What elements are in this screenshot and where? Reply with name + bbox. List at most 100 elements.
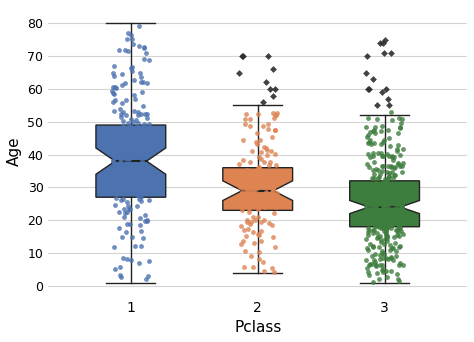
- Point: [387, 199, 394, 205]
- Point: [259, 123, 267, 129]
- Point: [396, 223, 403, 228]
- Point: [119, 197, 127, 202]
- Point: [243, 171, 251, 176]
- Point: [123, 221, 131, 227]
- Point: [383, 228, 390, 233]
- Point: [129, 41, 137, 46]
- Point: [257, 193, 265, 198]
- Point: [369, 205, 376, 211]
- Polygon shape: [350, 207, 419, 227]
- Point: [253, 186, 260, 192]
- Point: [239, 203, 247, 208]
- Point: [257, 149, 265, 155]
- Point: [128, 64, 136, 69]
- Point: [117, 274, 125, 280]
- Point: [272, 152, 279, 157]
- Point: [377, 128, 385, 133]
- Point: [255, 231, 262, 237]
- Point: [241, 174, 249, 180]
- Point: [111, 97, 118, 103]
- Point: [249, 229, 256, 235]
- Point: [241, 121, 248, 127]
- Point: [398, 116, 406, 122]
- Point: [392, 196, 399, 201]
- Point: [236, 168, 243, 174]
- Point: [116, 173, 124, 178]
- Point: [273, 110, 281, 116]
- Point: [110, 186, 118, 192]
- Point: [374, 197, 382, 202]
- Point: [238, 208, 246, 213]
- Point: [140, 57, 148, 62]
- Point: [111, 179, 119, 185]
- Point: [396, 226, 404, 231]
- Point: [269, 67, 276, 72]
- Point: [139, 124, 147, 129]
- Point: [122, 97, 130, 103]
- Point: [369, 175, 376, 181]
- Point: [129, 146, 137, 151]
- Point: [139, 129, 146, 134]
- Point: [143, 168, 151, 173]
- Point: [261, 159, 268, 165]
- Point: [236, 195, 243, 201]
- Point: [379, 203, 387, 209]
- Point: [245, 176, 253, 182]
- Point: [263, 199, 270, 205]
- Point: [265, 179, 273, 185]
- Point: [140, 141, 147, 146]
- Point: [111, 266, 118, 272]
- Point: [121, 47, 129, 53]
- Point: [270, 210, 277, 215]
- Point: [372, 251, 379, 257]
- Point: [264, 176, 272, 182]
- Point: [384, 96, 392, 102]
- Point: [392, 253, 400, 259]
- Point: [137, 228, 145, 234]
- Point: [369, 227, 377, 232]
- Point: [240, 227, 247, 232]
- Point: [369, 244, 377, 249]
- Point: [383, 225, 391, 231]
- Point: [396, 124, 403, 130]
- Point: [255, 112, 262, 117]
- Point: [143, 50, 150, 55]
- Point: [267, 180, 274, 186]
- Point: [144, 116, 151, 121]
- Point: [243, 200, 250, 205]
- Point: [237, 180, 244, 185]
- Point: [367, 197, 374, 203]
- Point: [122, 156, 130, 162]
- Point: [369, 150, 377, 156]
- Point: [399, 232, 407, 237]
- Point: [123, 113, 130, 118]
- Point: [117, 106, 124, 111]
- Point: [375, 198, 383, 203]
- Point: [369, 76, 377, 82]
- Point: [385, 174, 392, 179]
- Point: [396, 163, 404, 169]
- Point: [269, 187, 276, 192]
- Point: [131, 96, 139, 102]
- Point: [146, 198, 153, 203]
- Point: [383, 208, 390, 213]
- Point: [387, 255, 395, 261]
- Point: [127, 147, 134, 153]
- Point: [394, 142, 402, 148]
- Point: [371, 175, 378, 181]
- Point: [363, 188, 370, 193]
- Point: [375, 174, 383, 179]
- Point: [392, 219, 400, 225]
- Point: [109, 126, 116, 132]
- Point: [393, 227, 401, 233]
- Point: [368, 253, 376, 259]
- Point: [137, 222, 144, 228]
- Point: [123, 36, 131, 42]
- Point: [255, 249, 263, 255]
- Point: [270, 194, 278, 199]
- Point: [249, 203, 257, 209]
- Point: [236, 176, 244, 182]
- Point: [272, 162, 279, 167]
- Point: [134, 112, 142, 118]
- Point: [366, 154, 374, 160]
